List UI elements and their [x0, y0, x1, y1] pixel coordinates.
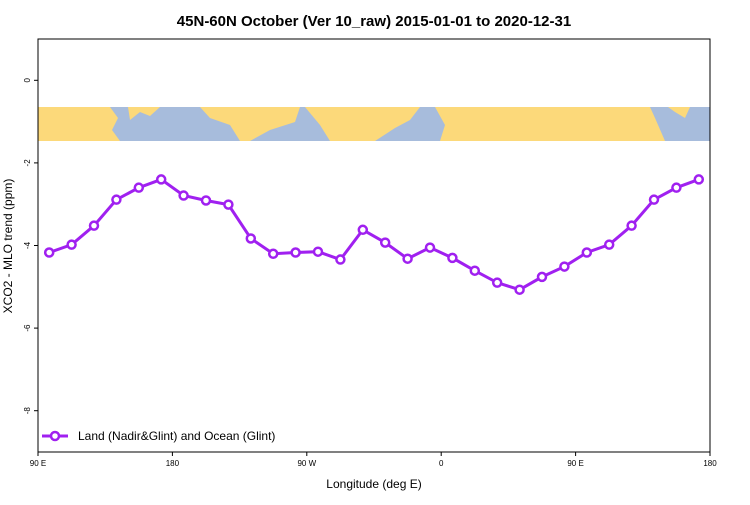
- data-point: [66, 239, 77, 250]
- x-tick-label: 180: [703, 459, 717, 468]
- data-point: [290, 247, 301, 258]
- data-point: [111, 194, 122, 205]
- data-point: [693, 174, 705, 185]
- data-point: [200, 195, 212, 206]
- data-point: [469, 265, 481, 276]
- land-shape: [305, 107, 420, 141]
- data-point: [223, 199, 234, 210]
- data-point: [671, 182, 682, 193]
- data-point: [357, 224, 369, 236]
- x-tick-label: 180: [166, 459, 180, 468]
- data-point: [648, 194, 660, 205]
- y-tick-label: 0: [23, 78, 32, 83]
- map-strip: [38, 107, 710, 141]
- data-point: [536, 271, 548, 283]
- y-axis-label: XCO2 - MLO trend (ppm): [1, 179, 15, 314]
- data-point: [133, 182, 145, 193]
- land-shape: [128, 107, 160, 120]
- chart-title: 45N-60N October (Ver 10_raw) 2015-01-01 …: [177, 13, 571, 30]
- x-tick-label: 90 E: [567, 459, 583, 468]
- land-shape: [435, 107, 665, 141]
- data-point: [559, 261, 570, 272]
- data-point: [424, 242, 436, 253]
- data-point: [514, 284, 525, 295]
- legend-label: Land (Nadir&Glint) and Ocean (Glint): [78, 429, 275, 443]
- y-tick-label: -4: [23, 241, 32, 249]
- data-point: [155, 174, 167, 185]
- y-tick-label: -2: [23, 159, 32, 167]
- data-point: [335, 254, 346, 265]
- data-point: [626, 220, 637, 231]
- data-point: [379, 237, 391, 248]
- x-axis-label: Longitude (deg E): [326, 477, 421, 491]
- legend-marker: [49, 430, 61, 442]
- data-point: [447, 252, 458, 264]
- y-tick-label: -8: [23, 407, 32, 415]
- x-tick-label: 90 W: [297, 459, 316, 468]
- data-point: [603, 239, 615, 250]
- data-point: [267, 248, 279, 260]
- data-point: [312, 246, 324, 257]
- data-point: [88, 220, 100, 231]
- land-shape: [38, 107, 120, 141]
- data-point: [245, 233, 257, 244]
- data-point: [491, 277, 503, 288]
- data-point: [581, 247, 593, 258]
- y-tick-label: -6: [23, 324, 32, 332]
- land-shape: [668, 107, 690, 118]
- series-line: [48, 177, 700, 292]
- x-tick-label: 0: [439, 459, 444, 468]
- x-tick-label: 90 E: [30, 459, 46, 468]
- data-point: [178, 190, 189, 201]
- land-shape: [200, 107, 300, 141]
- data-point: [402, 253, 413, 264]
- data-point: [43, 247, 55, 258]
